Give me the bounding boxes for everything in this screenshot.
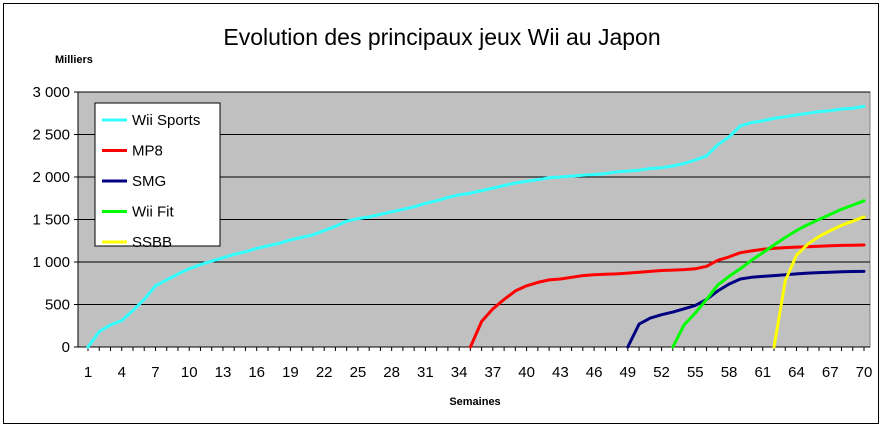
x-tick-label: 55 [687, 364, 704, 381]
x-tick-label: 64 [788, 364, 805, 381]
y-tick-label: 2 000 [32, 169, 70, 186]
x-tick-label: 37 [485, 364, 502, 381]
series-line-wii-sports [86, 104, 866, 349]
y-tick-label: 500 [45, 297, 70, 314]
x-tick-label: 49 [619, 364, 636, 381]
x-tick-label: 22 [316, 364, 333, 381]
series-line-ssbb [772, 215, 866, 349]
x-tick-label: 70 [856, 364, 873, 381]
x-tick-label: 34 [451, 364, 468, 381]
x-tick-label: 1 [84, 364, 92, 381]
x-tick-label: 40 [518, 364, 535, 381]
x-tick-label: 10 [181, 364, 198, 381]
x-tick-label: 52 [653, 364, 670, 381]
legend-box [94, 102, 221, 247]
x-tick-label: 4 [118, 364, 126, 381]
x-tick-label: 58 [721, 364, 738, 381]
chart-title: Evolution des principaux jeux Wii au Jap… [223, 24, 660, 50]
series-line-mp8 [468, 243, 866, 349]
x-tick-label: 43 [552, 364, 569, 381]
legend-label-smg: SMG [132, 173, 166, 190]
legend-label-wii-sports: Wii Sports [132, 112, 200, 129]
y-tick-label: 1 500 [32, 212, 70, 229]
legend-label-wii-fit: Wii Fit [132, 204, 174, 221]
y-tick-label: 2 500 [32, 127, 70, 144]
y-tick-label: 3 000 [32, 84, 70, 101]
x-tick-label: 25 [350, 364, 367, 381]
x-tick-label: 61 [754, 364, 771, 381]
legend-label-ssbb: SSBB [132, 234, 172, 251]
x-tick-label: 7 [151, 364, 159, 381]
series-line-wii-fit [671, 199, 866, 349]
series-line-smg [626, 269, 866, 349]
legend-label-mp8: MP8 [132, 143, 163, 160]
x-tick-label: 28 [383, 364, 400, 381]
y-axis-unit-label: Milliers [55, 54, 93, 66]
x-tick-label: 19 [282, 364, 299, 381]
y-tick-label: 0 [62, 339, 70, 356]
legend: Wii Sports MP8 SMG Wii Fit SSBB [94, 102, 221, 251]
x-tick-label: 67 [822, 364, 839, 381]
y-tick-label: 1 000 [32, 254, 70, 271]
x-tick-label: 16 [248, 364, 265, 381]
x-tick-label: 46 [586, 364, 603, 381]
x-axis-title: Semaines [449, 396, 500, 408]
x-tick-label: 31 [417, 364, 434, 381]
x-tick-label: 13 [215, 364, 232, 381]
